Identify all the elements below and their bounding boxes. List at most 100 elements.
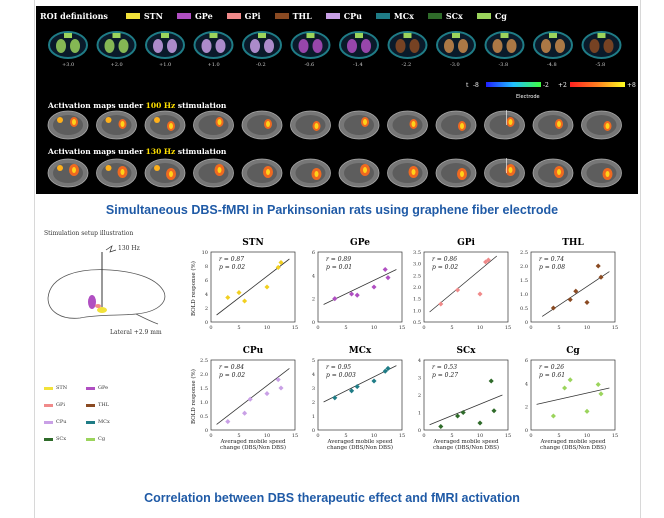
y-tick-label: 3.0 xyxy=(413,262,421,268)
plot-area: 0 5 10 15 0.5 1.0 1.5 2.0 2.5 3.0 3.5 xyxy=(413,250,511,331)
p-value: p = 0.01 xyxy=(326,264,353,271)
legend-label: SCx xyxy=(56,436,67,442)
x-tick-label: 0 xyxy=(316,433,319,439)
legend-swatch xyxy=(86,437,95,441)
y-tick-label: 1.5 xyxy=(200,386,208,392)
x-tick-label: 10 xyxy=(477,325,483,331)
setup-legend-gpe: GPe xyxy=(86,385,108,391)
brainstem-outline xyxy=(135,313,159,325)
plot-title: CPu xyxy=(242,346,264,356)
activation-slice xyxy=(484,110,525,140)
activation-slice xyxy=(290,158,331,188)
activation-slice xyxy=(144,110,186,140)
setup-legend-cpu: CPu xyxy=(44,419,66,425)
slice-label: -0.2 xyxy=(256,62,266,68)
y-tick-label: 2.5 xyxy=(200,358,208,364)
legend-swatch xyxy=(274,13,289,19)
setup-legend-thl: THL xyxy=(86,402,109,408)
scatter-plot-mcx: MCx 0 5 10 15 0 1 2 3 4 5 r = 0.95 p = 0.003 Averaged… xyxy=(312,346,405,451)
x-tick-label: 15 xyxy=(292,433,298,439)
slice-label: -5.8 xyxy=(596,62,606,68)
y-tick-label: 2.0 xyxy=(413,285,421,291)
x-tick-label: 15 xyxy=(612,433,618,439)
roi-legend-thl: THL xyxy=(274,11,312,21)
data-point xyxy=(275,377,281,383)
x-axis-label-line2: change (DBS/Non DBS) xyxy=(433,445,499,451)
y-tick-label: 2.5 xyxy=(520,250,528,256)
activation-slice xyxy=(387,158,428,188)
p-value: p = 0.02 xyxy=(219,372,246,379)
y-tick-label: 5 xyxy=(312,358,315,364)
legend-swatch xyxy=(44,420,53,424)
setup-legend-cg: Cg xyxy=(86,436,105,442)
y-tick-label: 6 xyxy=(205,278,208,284)
fit-line xyxy=(216,368,290,425)
plot-title: STN xyxy=(242,238,264,248)
y-tick-label: 6 xyxy=(312,250,315,256)
x-tick-label: 15 xyxy=(292,325,298,331)
plot-area: 0 5 10 15 0 0.5 1.0 1.5 2.0 2.5 xyxy=(200,358,298,439)
data-point xyxy=(584,299,590,305)
x-axis-label-line1: Averaged mobile speed xyxy=(540,439,606,445)
colorbar-negative xyxy=(486,82,541,87)
legend-label: MCx xyxy=(98,419,110,425)
x-tick-label: 0 xyxy=(422,325,425,331)
x-tick-label: 10 xyxy=(584,433,590,439)
scatter-plot-gpi: GPi 0 5 10 15 0.5 1.0 1.5 2.0 2.5 3.0 3.5 r = 0.86 p … xyxy=(413,238,511,331)
left-border xyxy=(34,0,35,518)
x-tick-label: 5 xyxy=(237,433,240,439)
x-axis-label: Averaged mobile speed change (DBS/Non DBS… xyxy=(318,439,402,451)
r-value: r = 0.53 xyxy=(432,364,458,371)
y-tick-label: 2 xyxy=(312,400,315,406)
roi-legend-scx: SCx xyxy=(427,11,463,21)
x-tick-label: 0 xyxy=(316,325,319,331)
y-tick-label: 0 xyxy=(205,428,208,434)
roi-slices: +3.0 +2.0 +1.0 +1.0 -0.2 -0.6 -1.4 -2.2 -3.0 -3.8… xyxy=(48,31,622,68)
plot-frame xyxy=(530,359,616,431)
colorbar-prefix: t xyxy=(466,82,469,89)
data-point xyxy=(598,391,604,397)
y-tick-label: 0 xyxy=(418,428,421,434)
r-value: r = 0.84 xyxy=(219,364,245,371)
slice-label: +1.0 xyxy=(159,62,171,68)
lateral-label: Lateral +2.9 mm xyxy=(110,329,162,336)
colorbar-positive xyxy=(570,82,625,87)
legend-swatch xyxy=(44,437,53,441)
x-tick-label: 0 xyxy=(529,325,532,331)
scatter-plot-cg: Cg 0 5 10 15 0 2 4 6 r = 0.26 p = 0.61 Averaged mob… xyxy=(525,346,618,451)
activation-slice xyxy=(532,158,574,188)
x-axis-label-line2: change (DBS/Non DBS) xyxy=(327,445,393,451)
slice-label: -2.2 xyxy=(402,62,412,68)
roi-slice: -2.2 xyxy=(387,31,428,68)
p-value: p = 0.003 xyxy=(326,372,356,379)
y-tick-label: 4 xyxy=(525,381,528,387)
y-axis-label: BOLD response (%) xyxy=(191,261,197,316)
setup-legend-stn: STN xyxy=(44,385,67,391)
activation-slice xyxy=(241,158,283,188)
cbar-neg-min: -8 xyxy=(473,82,479,89)
plot-area: 0 5 10 15 0 2 4 6 xyxy=(312,250,405,331)
plot-title: MCx xyxy=(348,346,372,356)
activation-slice xyxy=(338,110,380,140)
x-tick-label: 5 xyxy=(344,325,347,331)
colorbar: t -8 -2 +2 +8 xyxy=(466,78,646,90)
legend-swatch xyxy=(476,13,491,19)
activation-slice xyxy=(532,110,574,140)
slice-label: -3.8 xyxy=(499,62,509,68)
legend-label: THL xyxy=(98,402,110,408)
plot-area: 0 5 10 15 0 0.5 1.0 1.5 2.0 2.5 xyxy=(520,250,618,331)
plot-frame xyxy=(423,251,509,323)
setup-legend-mcx: MCx xyxy=(86,419,110,425)
x-tick-label: 10 xyxy=(264,325,270,331)
activation-slice xyxy=(96,158,137,188)
x-tick-label: 10 xyxy=(371,433,377,439)
legend-swatch xyxy=(125,13,140,19)
y-tick-label: 1.5 xyxy=(413,297,421,303)
row2-title: Activation maps under 130 Hz stimulation xyxy=(48,147,227,156)
x-tick-label: 0 xyxy=(422,433,425,439)
plot-area: 0 5 10 15 0 1 2 3 4 5 xyxy=(312,358,405,439)
y-tick-label: 0 xyxy=(525,428,528,434)
x-axis-label-line2: change (DBS/Non DBS) xyxy=(220,445,286,451)
x-tick-label: 5 xyxy=(450,433,453,439)
plot-area: 0 5 10 15 0 1 2 3 4 xyxy=(418,358,511,439)
